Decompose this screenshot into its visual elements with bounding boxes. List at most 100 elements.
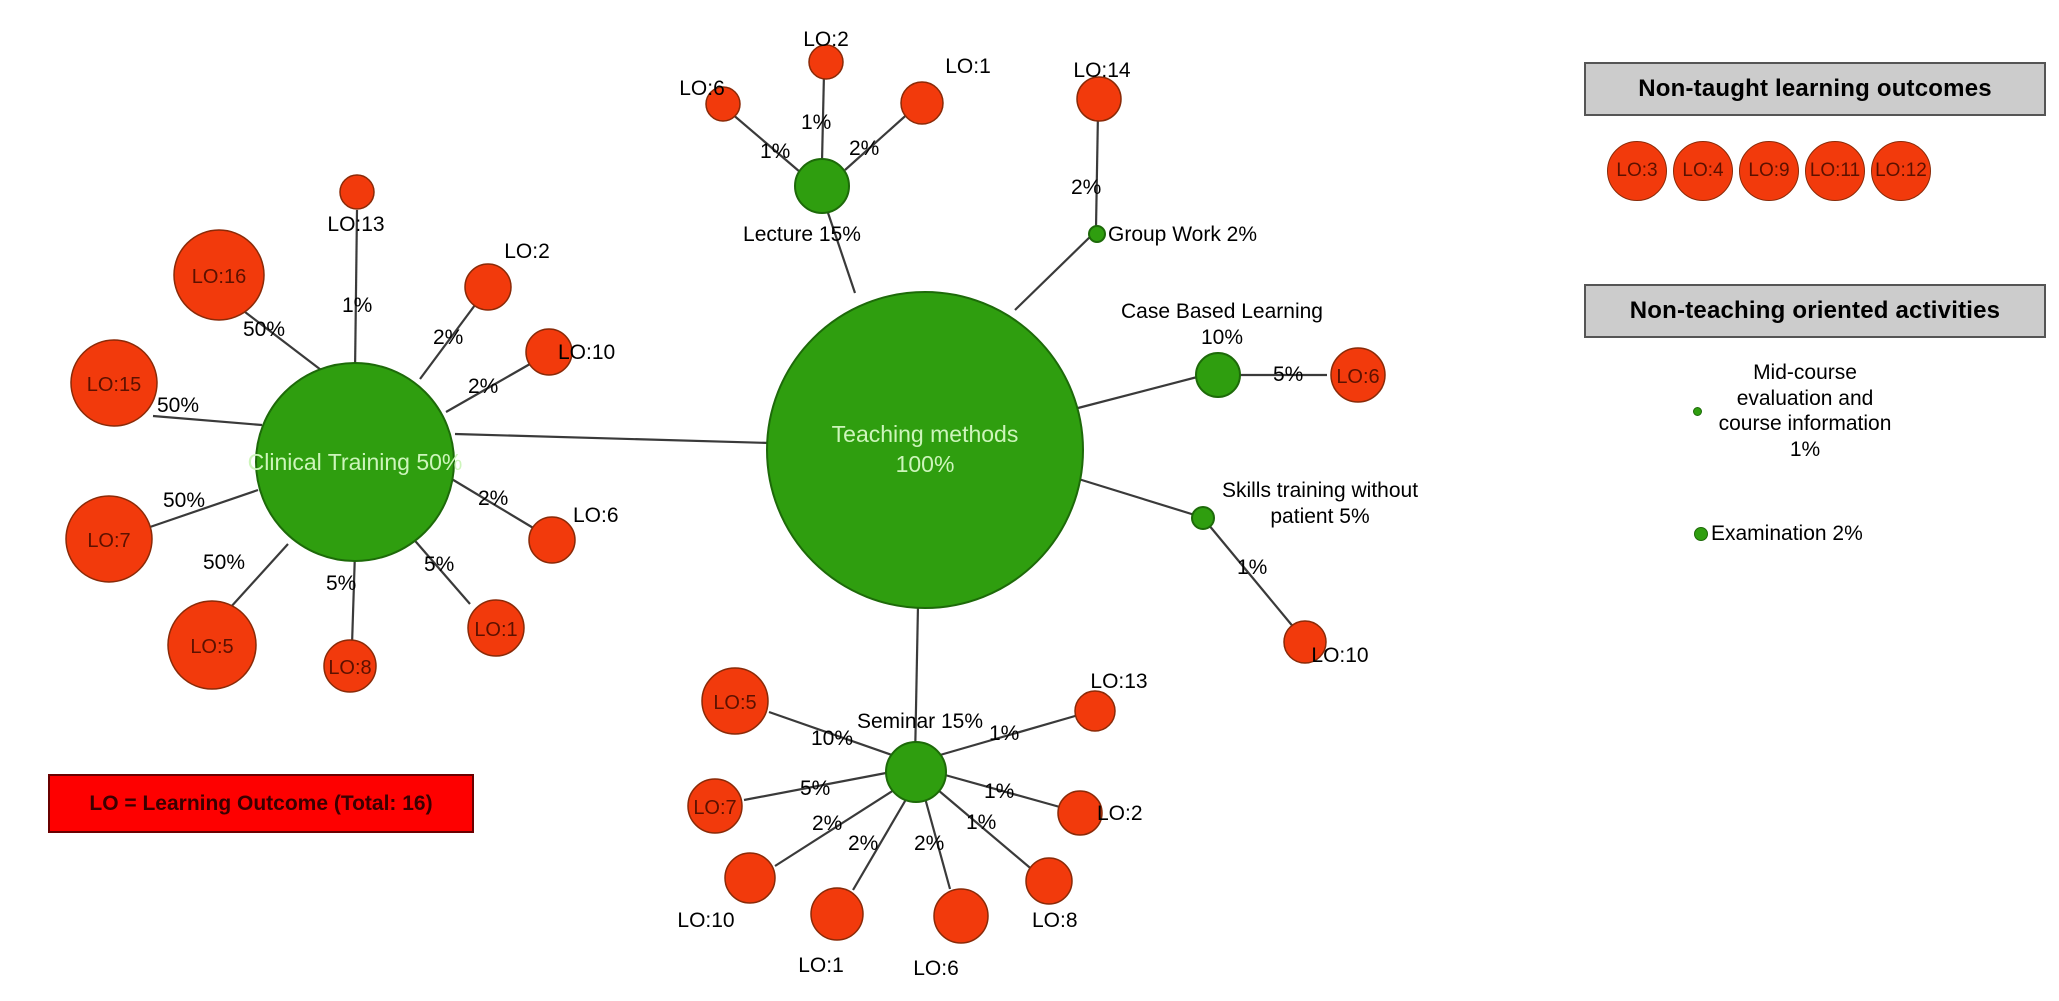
edge-clinical-lo2 <box>419 300 479 380</box>
bubble-label-ct-lo1: LO:1 <box>474 619 517 641</box>
bubble-outside-label-ct-lo13: LO:13 <box>327 213 385 236</box>
weight-lecture-lo2: 1% <box>801 111 832 134</box>
learning-outcome-legend: LO = Learning Outcome (Total: 16) <box>48 774 474 833</box>
weight-clinical-lo8: 5% <box>326 572 357 595</box>
non-taught-bubble-lo11[interactable]: LO:11 <box>1805 141 1865 201</box>
node-skills-training[interactable] <box>1191 506 1215 530</box>
bubble-seminar-lo5[interactable] <box>701 667 769 735</box>
weight-lecture-lo1: 2% <box>849 137 880 160</box>
node-case-based-learning[interactable] <box>1195 352 1241 398</box>
bubble-seminar-lo10[interactable] <box>724 852 776 904</box>
bubble-outside-label-lec-lo1: LO:1 <box>945 55 991 78</box>
weight-seminar-lo2: 1% <box>984 780 1015 803</box>
weight-case-lo6: 5% <box>1273 363 1304 386</box>
node-seminar[interactable] <box>885 741 947 803</box>
green-dot-icon <box>1693 406 1702 416</box>
bubble-clinical-lo13[interactable] <box>339 174 375 210</box>
edge-clinical-lo7 <box>149 488 259 529</box>
bubble-outside-label-sk-lo10: LO:10 <box>1311 644 1369 667</box>
bubble-clinical-lo7[interactable] <box>65 495 153 583</box>
edge-seminar-lo6 <box>923 797 952 890</box>
bubble-seminar-lo8[interactable] <box>1025 857 1073 905</box>
bubble-label-ct-lo8: LO:8 <box>328 657 371 679</box>
node-text-layer: Teaching methods 100% Clinical Training … <box>87 266 1380 819</box>
bubble-outside-label-sem-lo6: LO:6 <box>913 957 959 980</box>
bubble-seminar-lo13[interactable] <box>1074 690 1116 732</box>
non-taught-panel-title: Non-taught learning outcomes <box>1638 75 1992 102</box>
bubble-clinical-lo10[interactable] <box>525 328 573 376</box>
edge-lecture-lo2 <box>820 72 826 163</box>
weight-seminar-lo10: 2% <box>812 812 843 835</box>
non-taught-bubble-lo9[interactable]: LO:9 <box>1739 141 1799 201</box>
weight-clinical-lo7: 50% <box>163 489 206 512</box>
bubble-outside-label-ct-lo10: LO:10 <box>558 341 616 364</box>
bubble-clinical-lo2[interactable] <box>464 263 512 311</box>
edge-seminar-lo8 <box>937 789 1036 873</box>
bubble-lecture-lo2[interactable] <box>808 44 844 80</box>
bubble-clinical-lo16[interactable] <box>173 229 265 321</box>
weight-clinical-lo10: 2% <box>468 375 499 398</box>
bubble-outside-label-sem-lo2: LO:2 <box>1097 802 1143 825</box>
bubble-seminar-lo6[interactable] <box>933 888 989 944</box>
weight-seminar-lo13: 1% <box>989 722 1020 745</box>
bubble-lecture-lo6[interactable] <box>705 86 741 122</box>
node-group-work[interactable] <box>1088 225 1106 243</box>
label-case-based-learning-line2: 10% <box>1200 326 1244 349</box>
bubble-label-sem-lo7: LO:7 <box>693 797 736 819</box>
bubble-seminar-lo2[interactable] <box>1057 790 1103 836</box>
bubble-outside-label-sem-lo13: LO:13 <box>1090 670 1148 693</box>
nodes-layer <box>65 44 1386 944</box>
bubble-clinical-lo15[interactable] <box>70 339 158 427</box>
weight-seminar-lo8: 1% <box>966 811 997 834</box>
bubble-label-lo15: LO:15 <box>87 374 141 396</box>
label-skills-training-line1: Skills training without <box>1221 479 1419 502</box>
non-teaching-panel: Non-teaching oriented activities <box>1584 284 2046 338</box>
activity-mid-course-evaluation-label: Mid-course evaluation and course informa… <box>1718 361 1892 461</box>
bubble-clinical-lo6[interactable] <box>528 516 576 564</box>
bubble-clinical-lo8[interactable] <box>323 639 377 693</box>
bubble-case-lo6[interactable] <box>1330 347 1386 403</box>
bubble-clinical-lo1[interactable] <box>467 599 525 657</box>
label-lecture: Lecture 15% <box>743 223 861 246</box>
bubble-outside-label-sem-lo1: LO:1 <box>798 954 844 977</box>
edge-clinical-lo1 <box>409 534 471 605</box>
weight-seminar-lo5: 10% <box>811 727 854 750</box>
edge-clinical-lo10 <box>445 363 531 413</box>
bubble-outside-label-ct-lo6: LO:6 <box>573 504 619 527</box>
activity-examination-label: Examination 2% <box>1711 522 1863 545</box>
edge-group-lo14 <box>1094 111 1100 229</box>
label-case-based-learning-line1: Case Based Learning <box>1121 300 1323 323</box>
non-taught-panel: Non-taught learning outcomes <box>1584 62 2046 116</box>
label-group-work: Group Work 2% <box>1108 223 1257 246</box>
bubble-skills-lo10[interactable] <box>1283 620 1327 664</box>
non-taught-bubble-lo3[interactable]: LO:3 <box>1607 141 1667 201</box>
weight-clinical-lo5: 50% <box>203 551 246 574</box>
bubble-group-lo14[interactable] <box>1076 76 1122 122</box>
bubble-outside-label-sem-lo8: LO:8 <box>1032 909 1078 932</box>
non-taught-bubble-lo12[interactable]: LO:12 <box>1871 141 1931 201</box>
node-lecture[interactable] <box>794 158 850 214</box>
bubble-clinical-lo5[interactable] <box>167 600 257 690</box>
non-taught-bubble-lo4[interactable]: LO:4 <box>1673 141 1733 201</box>
node-clinical-training[interactable] <box>255 362 455 562</box>
bubble-label-sem-lo5: LO:5 <box>713 692 756 714</box>
bubble-outside-label-lec-lo6: LO:6 <box>679 77 725 100</box>
bubble-label-lo16: LO:16 <box>192 266 246 288</box>
edge-clinical-lo8 <box>350 551 357 646</box>
label-teaching-methods-percent: 100% <box>896 451 955 477</box>
green-dot-icon <box>1694 526 1708 541</box>
edge-lecture-lo1 <box>844 109 913 171</box>
edge-seminar-lo5 <box>768 710 893 757</box>
weight-lecture-lo6: 1% <box>760 140 791 163</box>
node-teaching-methods[interactable] <box>766 291 1084 609</box>
weight-clinical-lo1: 5% <box>424 553 455 576</box>
bubble-label-lo7: LO:7 <box>87 530 130 552</box>
bubble-seminar-lo1[interactable] <box>810 887 864 941</box>
weight-seminar-lo7: 5% <box>800 777 831 800</box>
bubble-seminar-lo7[interactable] <box>687 778 743 834</box>
activity-mid-course-evaluation[interactable]: Mid-course evaluation and course informa… <box>1693 360 1913 462</box>
activity-examination[interactable]: Examination 2% <box>1694 521 1863 547</box>
bubble-lecture-lo1[interactable] <box>900 81 944 125</box>
edge-seminar-lo1 <box>852 795 909 891</box>
